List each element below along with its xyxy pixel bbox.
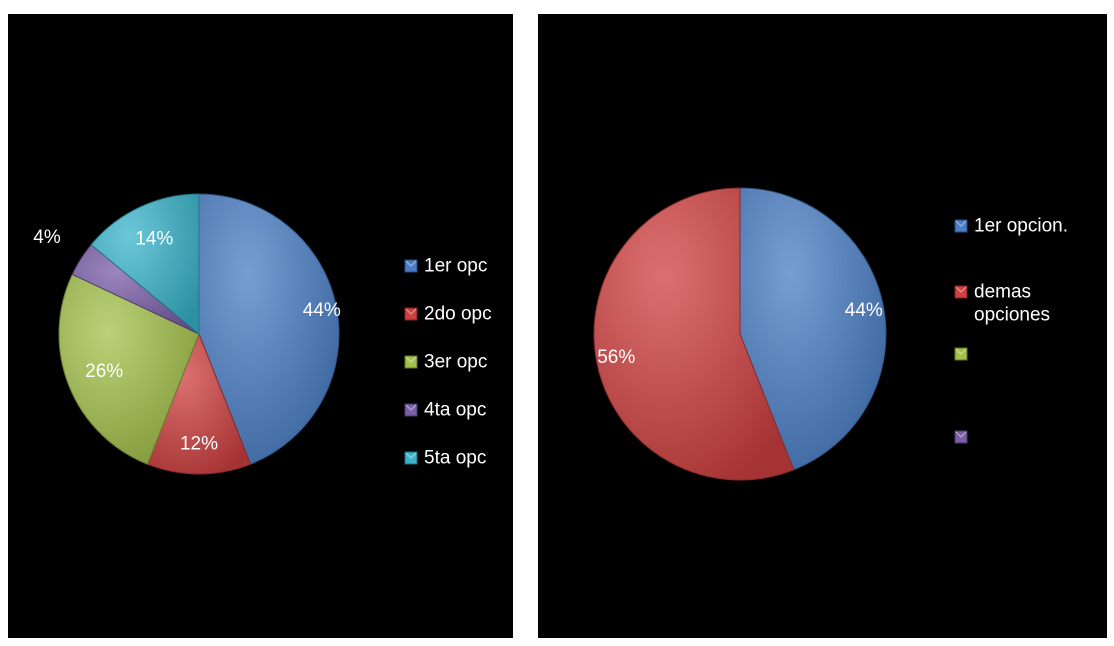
legend-label-5: 5ta opc <box>424 448 486 469</box>
pie-slice-3 <box>58 273 200 465</box>
legend-label-2: 2do opc <box>424 304 492 325</box>
data-label-5: 14% <box>135 228 173 249</box>
data-label-1: 44% <box>845 300 883 321</box>
legend-label-1: 1er opc <box>424 256 487 277</box>
legend-label-2: opciones <box>974 305 1050 326</box>
pie-slice-1 <box>739 187 887 471</box>
chart-panel-right: 44% 56% 1er opcion. demas opciones <box>538 14 1107 638</box>
legend-label-1: 1er opcion. <box>974 216 1068 237</box>
data-label-4: 4% <box>33 227 61 248</box>
data-label-3: 26% <box>85 361 123 382</box>
data-label-2: 56% <box>597 347 635 368</box>
pie-slice-2 <box>593 187 795 481</box>
pie-slice-1 <box>198 193 340 465</box>
pie-chart-options: 44% 12% 26% 4% 14% 1er opc 2do opc 3er opc 4ta o… <box>33 193 492 475</box>
data-label-2: 12% <box>180 434 218 455</box>
data-label-1: 44% <box>303 300 341 321</box>
chart-panel-left: 44% 12% 26% 4% 14% 1er opc 2do opc 3er opc 4ta o… <box>8 14 513 638</box>
legend-label-4: 4ta opc <box>424 400 486 421</box>
pie-slice-5 <box>90 193 200 336</box>
legend-label-3: 3er opc <box>424 352 487 373</box>
legend-label-2: demas <box>974 282 1031 303</box>
pie-slice-2 <box>146 332 252 475</box>
